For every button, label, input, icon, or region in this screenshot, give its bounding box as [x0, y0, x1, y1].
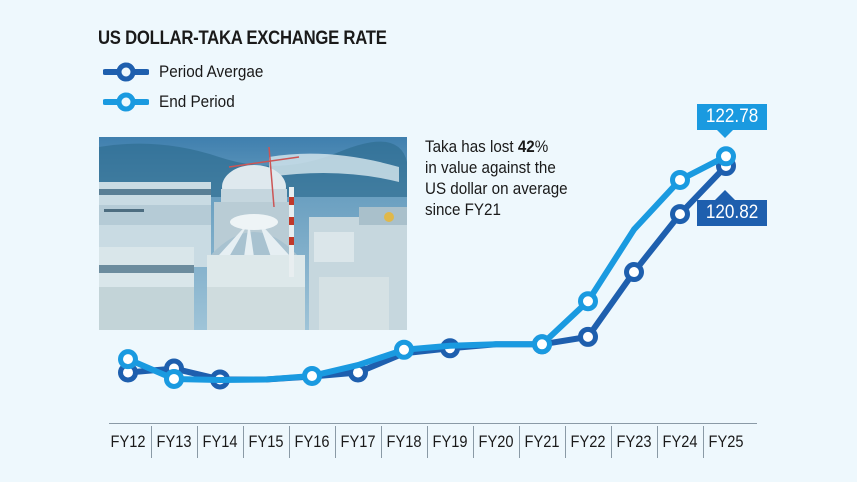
data-point-marker: [394, 339, 414, 360]
x-tick-separator: [381, 426, 382, 458]
data-point-marker: [670, 204, 690, 225]
x-tick-separator: [427, 426, 428, 458]
annotation-line: since FY21: [425, 201, 501, 219]
callout-value: 120.82: [705, 202, 759, 223]
x-tick-separator: [151, 426, 152, 458]
x-tick-separator: [243, 426, 244, 458]
annotation-line: in value against the: [425, 159, 556, 177]
line-marker-icon: [103, 62, 149, 82]
data-point-marker: [302, 365, 322, 386]
power-plant-photo: [99, 137, 407, 330]
x-tick-separator: [611, 426, 612, 458]
legend-period-average: Period Avergae: [103, 61, 275, 83]
end-period-line: [125, 153, 729, 383]
legend-end-period: End Period: [103, 91, 243, 113]
legend-label: Period Avergae: [159, 62, 264, 81]
x-tick-separator: [657, 426, 658, 458]
x-tick-label: FY18: [386, 432, 422, 451]
period-average-callout: 120.82: [697, 200, 768, 226]
x-tick-separator: [335, 426, 336, 458]
x-tick-label: FY12: [110, 432, 146, 451]
x-tick-label: FY14: [202, 432, 238, 451]
annotation-line: US dollar on average: [425, 180, 568, 198]
data-point-marker: [624, 262, 644, 283]
data-point-marker: [164, 368, 184, 389]
annotation-line: Taka has lost: [425, 138, 518, 156]
x-tick-separator: [289, 426, 290, 458]
data-point-marker: [670, 169, 690, 190]
annotation-text: Taka has lost 42% in value against the U…: [425, 137, 609, 221]
x-tick-label: FY25: [708, 432, 744, 451]
annotation-highlight: 42: [517, 138, 535, 156]
callout-value: 122.78: [705, 106, 759, 127]
x-tick-label: FY16: [294, 432, 330, 451]
callout-pointer-icon: [715, 128, 735, 138]
x-axis: FY12 FY13 FY14 FY15 FY16 FY17 FY18 FY19 FY20 FY21…: [109, 423, 757, 460]
callout-pointer-icon: [715, 190, 735, 200]
data-point-marker: [118, 349, 138, 370]
x-tick-label: FY20: [478, 432, 514, 451]
x-tick-label: FY22: [570, 432, 606, 451]
data-point-marker: [532, 334, 552, 355]
x-tick-separator: [565, 426, 566, 458]
x-tick-separator: [473, 426, 474, 458]
x-tick-label: FY21: [524, 432, 560, 451]
data-point-marker: [716, 146, 736, 167]
line-marker-icon: [103, 92, 149, 112]
data-point-marker: [578, 291, 598, 312]
chart-title: US DOLLAR-TAKA EXCHANGE RATE: [98, 28, 387, 49]
x-tick-label: FY13: [156, 432, 192, 451]
annotation-line: %: [534, 138, 549, 156]
x-tick-label: FY19: [432, 432, 468, 451]
x-tick-label: FY15: [248, 432, 284, 451]
data-point-marker: [578, 326, 598, 347]
x-tick-separator: [197, 426, 198, 458]
end-period-callout: 122.78: [697, 104, 768, 130]
x-tick-label: FY24: [662, 432, 698, 451]
x-tick-separator: [519, 426, 520, 458]
x-tick-label: FY17: [340, 432, 376, 451]
legend-label: End Period: [159, 92, 235, 111]
x-tick-separator: [703, 426, 704, 458]
x-tick-label: FY23: [616, 432, 652, 451]
